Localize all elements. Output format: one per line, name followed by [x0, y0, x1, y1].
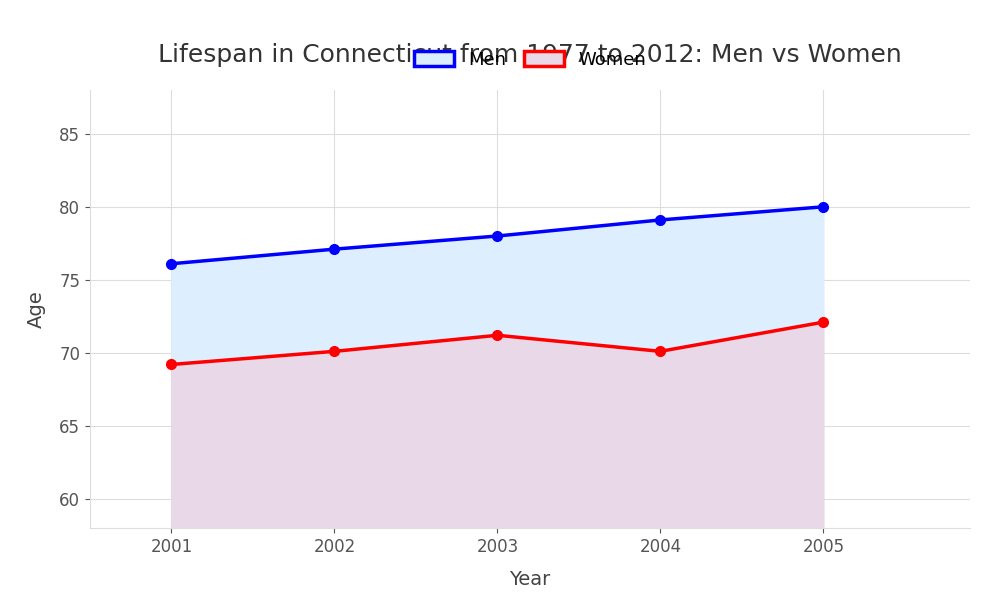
- Legend: Men, Women: Men, Women: [405, 42, 655, 78]
- X-axis label: Year: Year: [509, 569, 551, 589]
- Title: Lifespan in Connecticut from 1977 to 2012: Men vs Women: Lifespan in Connecticut from 1977 to 201…: [158, 43, 902, 67]
- Y-axis label: Age: Age: [26, 290, 45, 328]
